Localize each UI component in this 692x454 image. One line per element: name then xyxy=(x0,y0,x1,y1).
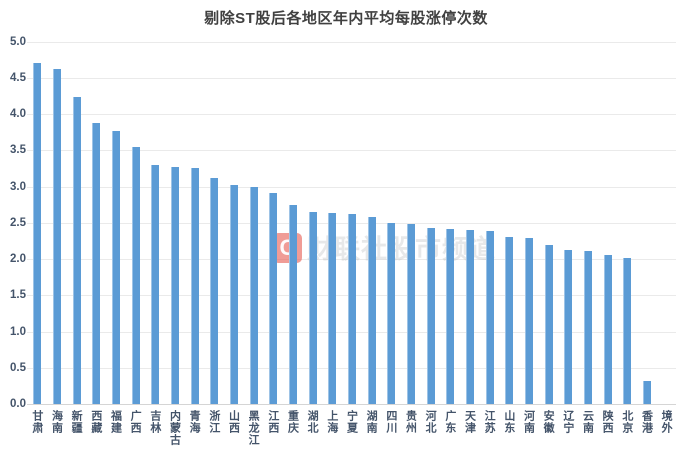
y-axis-label: 0.5 xyxy=(10,361,26,374)
bar xyxy=(151,164,160,404)
y-axis-label: 1.5 xyxy=(10,289,26,302)
bar xyxy=(643,380,651,404)
x-axis-label: 广东 xyxy=(443,410,456,434)
y-axis-label: 3.5 xyxy=(10,144,26,157)
bar xyxy=(131,147,140,404)
bar xyxy=(92,123,101,404)
bar xyxy=(367,216,376,404)
x-axis-label: 宁夏 xyxy=(345,410,358,434)
y-axis-label: 5.0 xyxy=(10,35,26,48)
x-axis-label: 境外 xyxy=(660,410,673,434)
x-axis-label: 北京 xyxy=(620,410,633,434)
bar xyxy=(53,69,61,404)
x-axis-label: 辽宁 xyxy=(561,410,574,434)
y-axis-label: 0.0 xyxy=(10,398,26,410)
bar xyxy=(289,204,297,404)
bar xyxy=(171,166,179,404)
bar xyxy=(72,96,81,404)
x-axis-label: 广西 xyxy=(129,410,142,434)
chart-title: 剔除ST股后各地区年内平均每股涨停次数 xyxy=(204,10,488,27)
gridline xyxy=(27,186,676,188)
x-axis-label: 新疆 xyxy=(70,410,83,434)
bar xyxy=(112,131,120,404)
y-axis-label: 1.0 xyxy=(10,325,26,338)
bar xyxy=(466,230,474,404)
bar xyxy=(230,185,238,404)
x-axis-label: 香港 xyxy=(640,410,653,434)
x-axis-label: 江西 xyxy=(266,410,279,434)
x-axis-label: 上海 xyxy=(325,410,338,434)
x-axis-label: 山西 xyxy=(227,410,240,434)
x-axis-label: 甘肃 xyxy=(30,410,43,434)
bar xyxy=(603,255,612,404)
x-axis-label: 河北 xyxy=(424,410,437,434)
x-axis-label: 安徽 xyxy=(542,410,555,434)
gridline xyxy=(27,41,676,43)
x-axis-label: 福建 xyxy=(109,410,122,434)
x-axis-label: 西藏 xyxy=(89,410,102,434)
watermark: C 财联社股市频道 xyxy=(273,229,496,266)
x-axis-label: 重庆 xyxy=(286,410,299,434)
x-axis-line xyxy=(27,404,676,405)
gridline xyxy=(27,77,676,79)
x-axis-label: 青海 xyxy=(188,410,201,434)
x-axis-label: 陕西 xyxy=(601,410,614,434)
x-axis-label: 云南 xyxy=(581,410,594,434)
bar xyxy=(564,250,573,404)
bar xyxy=(308,211,317,404)
bar xyxy=(33,63,42,404)
x-axis-label: 江苏 xyxy=(483,410,496,434)
x-axis-label: 湖北 xyxy=(306,410,319,434)
y-axis-label: 3.0 xyxy=(10,180,26,193)
y-axis-label: 4.5 xyxy=(10,71,26,84)
bar xyxy=(269,193,278,404)
bar xyxy=(446,228,455,404)
bar xyxy=(505,236,514,404)
x-axis-label: 河南 xyxy=(522,410,535,434)
x-axis-label: 内蒙古 xyxy=(168,410,181,446)
x-axis-label: 四川 xyxy=(384,410,397,434)
x-axis-label: 湖南 xyxy=(365,410,378,434)
bar xyxy=(387,223,396,404)
x-axis-label: 贵州 xyxy=(404,410,417,434)
gridline xyxy=(27,150,676,152)
x-axis-label: 浙江 xyxy=(207,410,220,434)
bar xyxy=(544,245,553,404)
bar xyxy=(485,230,494,404)
x-axis-label: 吉林 xyxy=(148,410,161,434)
bar xyxy=(348,214,356,404)
bar xyxy=(584,251,592,404)
bar xyxy=(426,227,435,404)
bar xyxy=(525,237,533,404)
y-axis-label: 4.0 xyxy=(10,108,26,120)
x-axis-label: 天津 xyxy=(463,410,476,434)
bar xyxy=(623,257,632,404)
bar xyxy=(210,177,219,404)
gridline xyxy=(27,114,676,115)
cailianshe-logo-icon: C xyxy=(273,232,302,263)
bar xyxy=(249,186,258,404)
bar xyxy=(328,213,337,404)
bar xyxy=(407,224,415,404)
y-axis-label: 2.0 xyxy=(10,253,26,265)
bar xyxy=(190,167,199,404)
y-axis-label: 2.5 xyxy=(10,216,26,229)
x-axis-label: 海南 xyxy=(50,410,63,434)
x-axis-label: 黑龙江 xyxy=(247,410,260,446)
watermark-text: 财联社股市频道 xyxy=(307,234,497,264)
x-axis-label: 山东 xyxy=(502,410,515,434)
